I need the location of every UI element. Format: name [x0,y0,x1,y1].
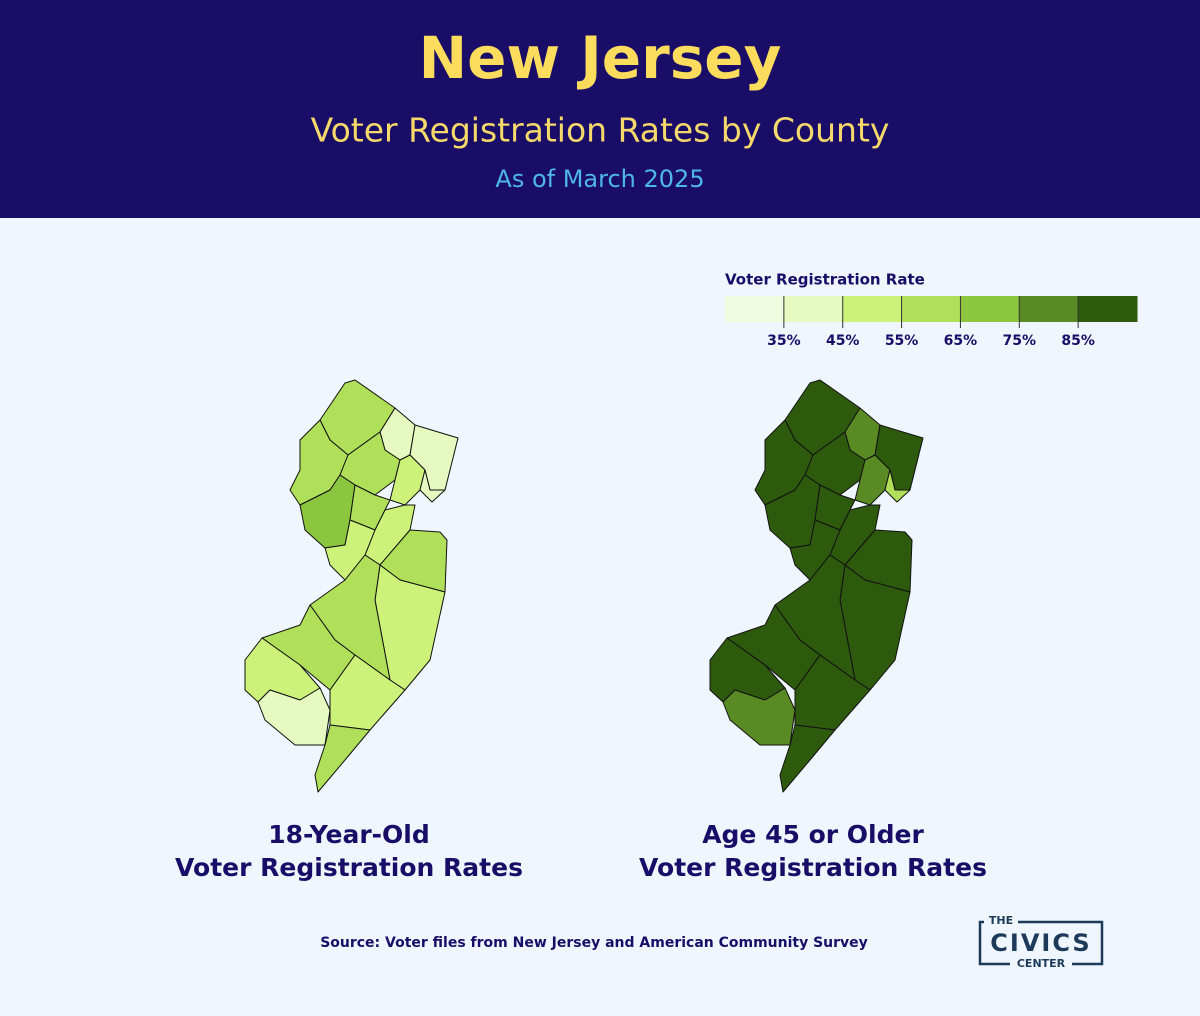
legend-title: Voter Registration Rate [725,271,925,289]
legend-swatch [901,296,961,322]
legend-label: 55% [885,333,919,349]
logo-bottom: CENTER [1017,957,1066,970]
state-map [244,379,459,793]
subtitle: Voter Registration Rates by County [311,111,890,150]
legend-swatch [725,296,785,322]
map-caption: Voter Registration Rates [175,853,523,882]
legend-swatch [960,296,1020,322]
header-band [0,0,1200,218]
legend-swatch [783,296,844,322]
county [789,519,841,581]
source: Source: Voter files from New Jersey and … [320,935,868,951]
logo-top: THE [989,914,1013,927]
state-map [709,379,924,793]
logo-main: CIVICS [990,929,1091,957]
legend-label: 75% [1003,333,1037,349]
county [884,469,911,503]
legend-swatch [1078,296,1138,322]
logo-gap [984,914,1018,928]
legend-label: 65% [944,333,978,349]
legend: 35% 45% 55% 65% 75% 85% [725,296,1138,349]
legend-label: 35% [767,333,801,349]
logo-gap [1010,958,1072,972]
date: As of March 2025 [495,165,704,193]
county [726,604,821,691]
county [324,519,376,581]
map-caption: Voter Registration Rates [639,853,987,882]
map-caption: Age 45 or Older [702,820,924,849]
title: New Jersey [419,24,782,92]
county [779,724,836,793]
county [314,724,371,793]
legend-swatch [842,296,903,322]
legend-swatch [1019,296,1079,322]
logo: THE CIVICS CENTER [978,914,1104,972]
county [419,469,446,503]
county [261,604,356,691]
maps: 18-Year-Old Voter Registration Rates Age 4… [175,379,987,882]
legend-label: 85% [1061,333,1095,349]
map-caption: 18-Year-Old [268,820,430,849]
legend-label: 45% [826,333,860,349]
